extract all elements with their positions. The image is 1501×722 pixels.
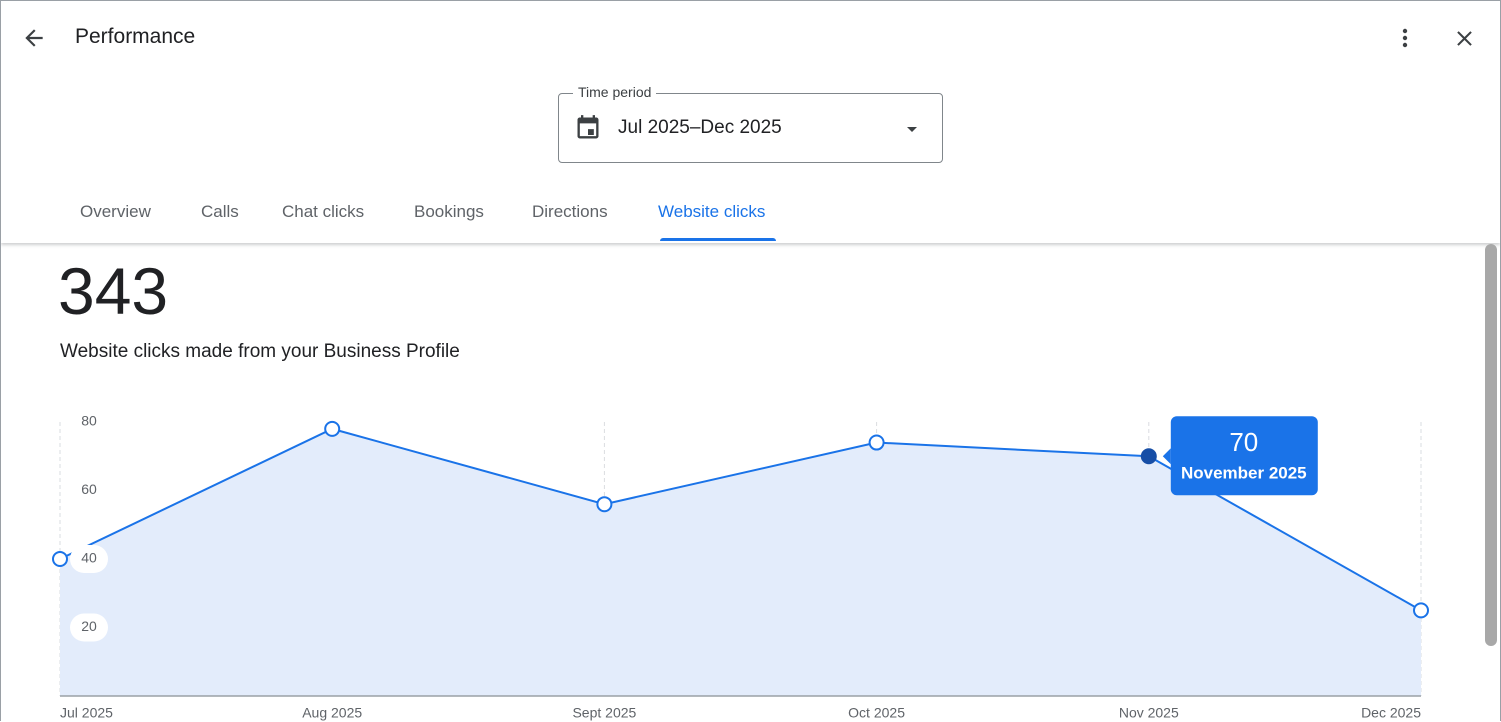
total-value: 343 — [58, 254, 169, 328]
field-label: Time period — [573, 84, 657, 100]
x-tick-label: Dec 2025 — [1361, 705, 1421, 721]
data-point — [596, 496, 613, 513]
y-tick-label: 40 — [81, 550, 97, 566]
area — [60, 428, 1421, 696]
close-button[interactable] — [1452, 26, 1477, 51]
x-tick-label: Oct 2025 — [848, 705, 905, 721]
x-tick-label: Sept 2025 — [572, 705, 636, 721]
calendar-icon — [577, 115, 599, 139]
page-title: Performance — [75, 25, 196, 48]
tab[interactable]: Directions — [532, 202, 608, 221]
y-tick-label: 20 — [81, 618, 97, 634]
tooltip-value: 70 — [1229, 427, 1258, 457]
tooltip-label: November 2025 — [1181, 464, 1307, 483]
tab[interactable]: Chat clicks — [282, 202, 365, 221]
data-point — [1140, 448, 1157, 465]
tab[interactable]: Overview — [80, 202, 151, 221]
field-value: Jul 2025–Dec 2025 — [618, 117, 782, 138]
description: Website clicks made from your Business P… — [60, 341, 460, 362]
data-point — [868, 434, 885, 451]
tooltip-pointer — [1162, 448, 1171, 465]
y-tick-pill — [70, 476, 108, 505]
y-tick-pill — [70, 545, 108, 573]
scrollbar[interactable] — [1485, 244, 1497, 646]
y-tick-label: 80 — [81, 413, 97, 429]
tab[interactable]: Calls — [201, 202, 239, 221]
back-button[interactable] — [21, 25, 47, 51]
chart: 20 40 60 80 Jul 2025 Aug 2025 Sept 2025 Oct 202… — [52, 408, 1429, 721]
tab[interactable]: Bookings — [414, 202, 484, 221]
time-period-select[interactable] — [558, 93, 943, 163]
dropdown-arrow — [907, 127, 917, 132]
x-tick-label: Aug 2025 — [302, 705, 362, 721]
more-button[interactable] — [1393, 25, 1417, 51]
tab-indicator — [660, 238, 776, 241]
data-point — [324, 420, 341, 437]
y-tick-pill — [70, 613, 108, 642]
data-point — [1413, 602, 1429, 619]
tooltip — [1170, 416, 1318, 496]
x-tick-label: Jul 2025 — [60, 705, 113, 721]
header: Performance Time period Jul 2025–Dec 202… — [1, 1, 1500, 243]
tab-active[interactable]: Website clicks — [658, 202, 766, 221]
y-tick-pill — [70, 408, 108, 436]
x-tick-label: Nov 2025 — [1119, 705, 1179, 721]
data-point — [52, 551, 68, 567]
y-tick-label: 60 — [81, 481, 97, 497]
